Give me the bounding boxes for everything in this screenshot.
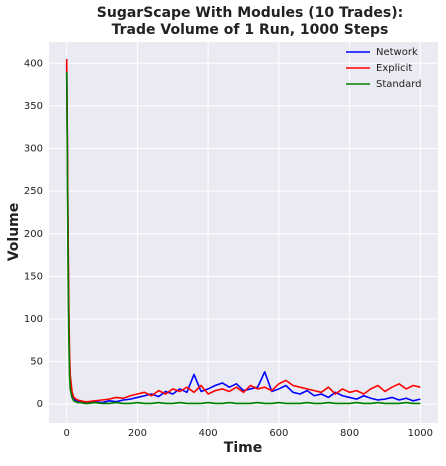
y-tick-label: 0 xyxy=(37,399,43,410)
y-tick-label: 300 xyxy=(24,144,43,155)
x-tick-label: 1000 xyxy=(408,428,433,439)
legend-label: Network xyxy=(376,47,418,58)
y-tick-label: 200 xyxy=(24,229,43,240)
y-tick-label: 250 xyxy=(24,186,43,197)
x-tick-label: 0 xyxy=(63,428,69,439)
line-series xyxy=(65,59,421,403)
line-series xyxy=(65,71,421,405)
y-tick-label: 400 xyxy=(24,58,43,69)
x-tick-label: 600 xyxy=(269,428,288,439)
line-series xyxy=(65,63,421,404)
x-tick-label: 400 xyxy=(199,428,218,439)
x-tick-label: 200 xyxy=(128,428,147,439)
x-tick-label: 800 xyxy=(340,428,359,439)
y-tick-label: 100 xyxy=(24,314,43,325)
y-axis-label: Volume xyxy=(6,203,22,262)
plot-area xyxy=(49,42,438,423)
legend-label: Explicit xyxy=(376,63,412,74)
chart-title: SugarScape With Modules (10 Trades): xyxy=(97,5,403,21)
x-axis-label: Time xyxy=(224,440,262,456)
chart-title: Trade Volume of 1 Run, 1000 Steps xyxy=(112,22,389,38)
legend-label: Standard xyxy=(376,79,422,90)
y-tick-label: 350 xyxy=(24,101,43,112)
y-tick-label: 50 xyxy=(30,357,43,368)
y-tick-label: 150 xyxy=(24,271,43,282)
